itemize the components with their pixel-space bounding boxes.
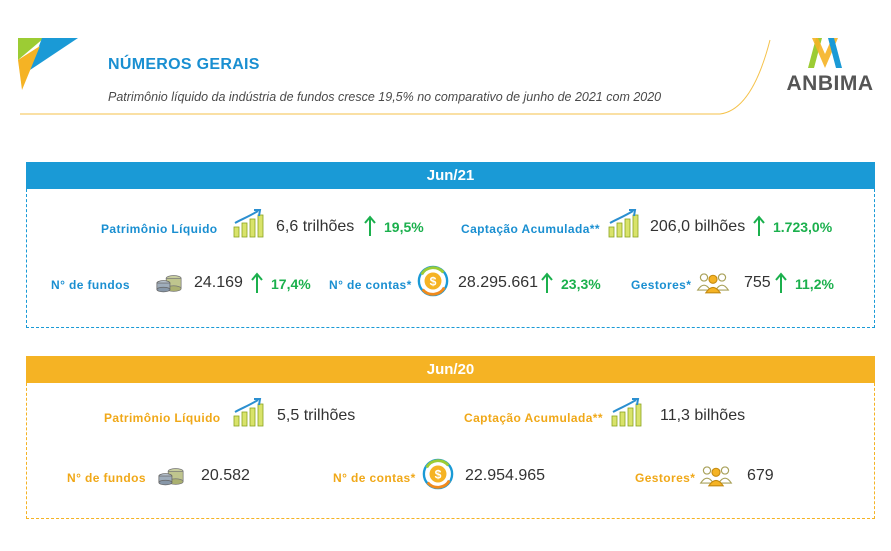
captacao-label: Captação Acumulada** [464, 411, 603, 425]
fundos-label: N° de fundos [51, 278, 130, 292]
growth-chart-icon [232, 398, 264, 428]
panel-jun20: Jun/20 Patrimônio Líquido 5,5 trilhões C… [26, 356, 875, 519]
captacao-value: 206,0 bilhões [650, 218, 746, 235]
coins-icon [157, 466, 185, 486]
page-title: NÚMEROS GERAIS [108, 56, 260, 73]
anbima-mark-icon [808, 38, 842, 68]
panel-jun21-header: Jun/21 [26, 162, 875, 189]
corner-logo-icon [18, 38, 78, 90]
fundos-value: 24.169 [194, 274, 243, 291]
up-arrow-icon [775, 272, 787, 294]
fundos-label: N° de fundos [67, 471, 146, 485]
pl-value: 6,6 trilhões [276, 218, 355, 235]
brand-name: ANBIMA [786, 72, 874, 95]
money-cycle-icon [417, 265, 449, 297]
money-cycle-icon [422, 458, 454, 490]
fundos-change: 17,4% [271, 276, 311, 292]
growth-chart-icon [232, 209, 264, 239]
growth-chart-icon [610, 398, 642, 428]
up-arrow-icon [364, 215, 376, 237]
growth-chart-icon [607, 209, 639, 239]
contas-label: N° de contas* [333, 471, 416, 485]
captacao-label: Captação Acumulada** [461, 222, 600, 236]
people-group-icon [695, 270, 731, 294]
panel-jun20-body: Patrimônio Líquido 5,5 trilhões Captação… [26, 383, 875, 519]
panel-jun21: Jun/21 Patrimônio Líquido 6,6 trilhões 1… [26, 162, 875, 328]
contas-value: 28.295.661 [458, 274, 539, 291]
coins-icon [155, 273, 183, 293]
pl-label: Patrimônio Líquido [104, 411, 221, 425]
contas-change: 23,3% [561, 276, 601, 292]
brand-logo: ANBIMA [780, 38, 880, 98]
people-group-icon [698, 463, 734, 487]
pl-label: Patrimônio Líquido [101, 222, 218, 236]
captacao-change: 1.723,0% [773, 219, 833, 235]
gestores-change: 11,2% [795, 276, 834, 292]
gestores-value: 755 [744, 274, 771, 291]
contas-label: N° de contas* [329, 278, 412, 292]
up-arrow-icon [753, 215, 765, 237]
gestores-label: Gestores* [635, 471, 696, 485]
panel-jun20-header: Jun/20 [26, 356, 875, 383]
pl-value: 5,5 trilhões [277, 407, 356, 424]
page-subtitle: Patrimônio líquido da indústria de fundo… [108, 90, 662, 104]
up-arrow-icon [541, 272, 553, 294]
panel-jun21-body: Patrimônio Líquido 6,6 trilhões 19,5% Ca… [26, 189, 875, 328]
gestores-label: Gestores* [631, 278, 692, 292]
up-arrow-icon [251, 272, 263, 294]
gestores-value: 679 [747, 467, 774, 484]
contas-value: 22.954.965 [465, 467, 546, 484]
captacao-value: 11,3 bilhões [660, 407, 746, 424]
pl-change: 19,5% [384, 219, 424, 235]
fundos-value: 20.582 [201, 467, 250, 484]
